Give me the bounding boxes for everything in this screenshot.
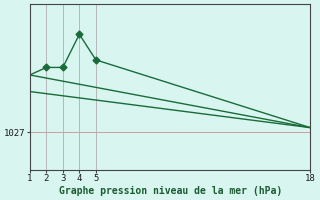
X-axis label: Graphe pression niveau de la mer (hPa): Graphe pression niveau de la mer (hPa) (59, 186, 282, 196)
